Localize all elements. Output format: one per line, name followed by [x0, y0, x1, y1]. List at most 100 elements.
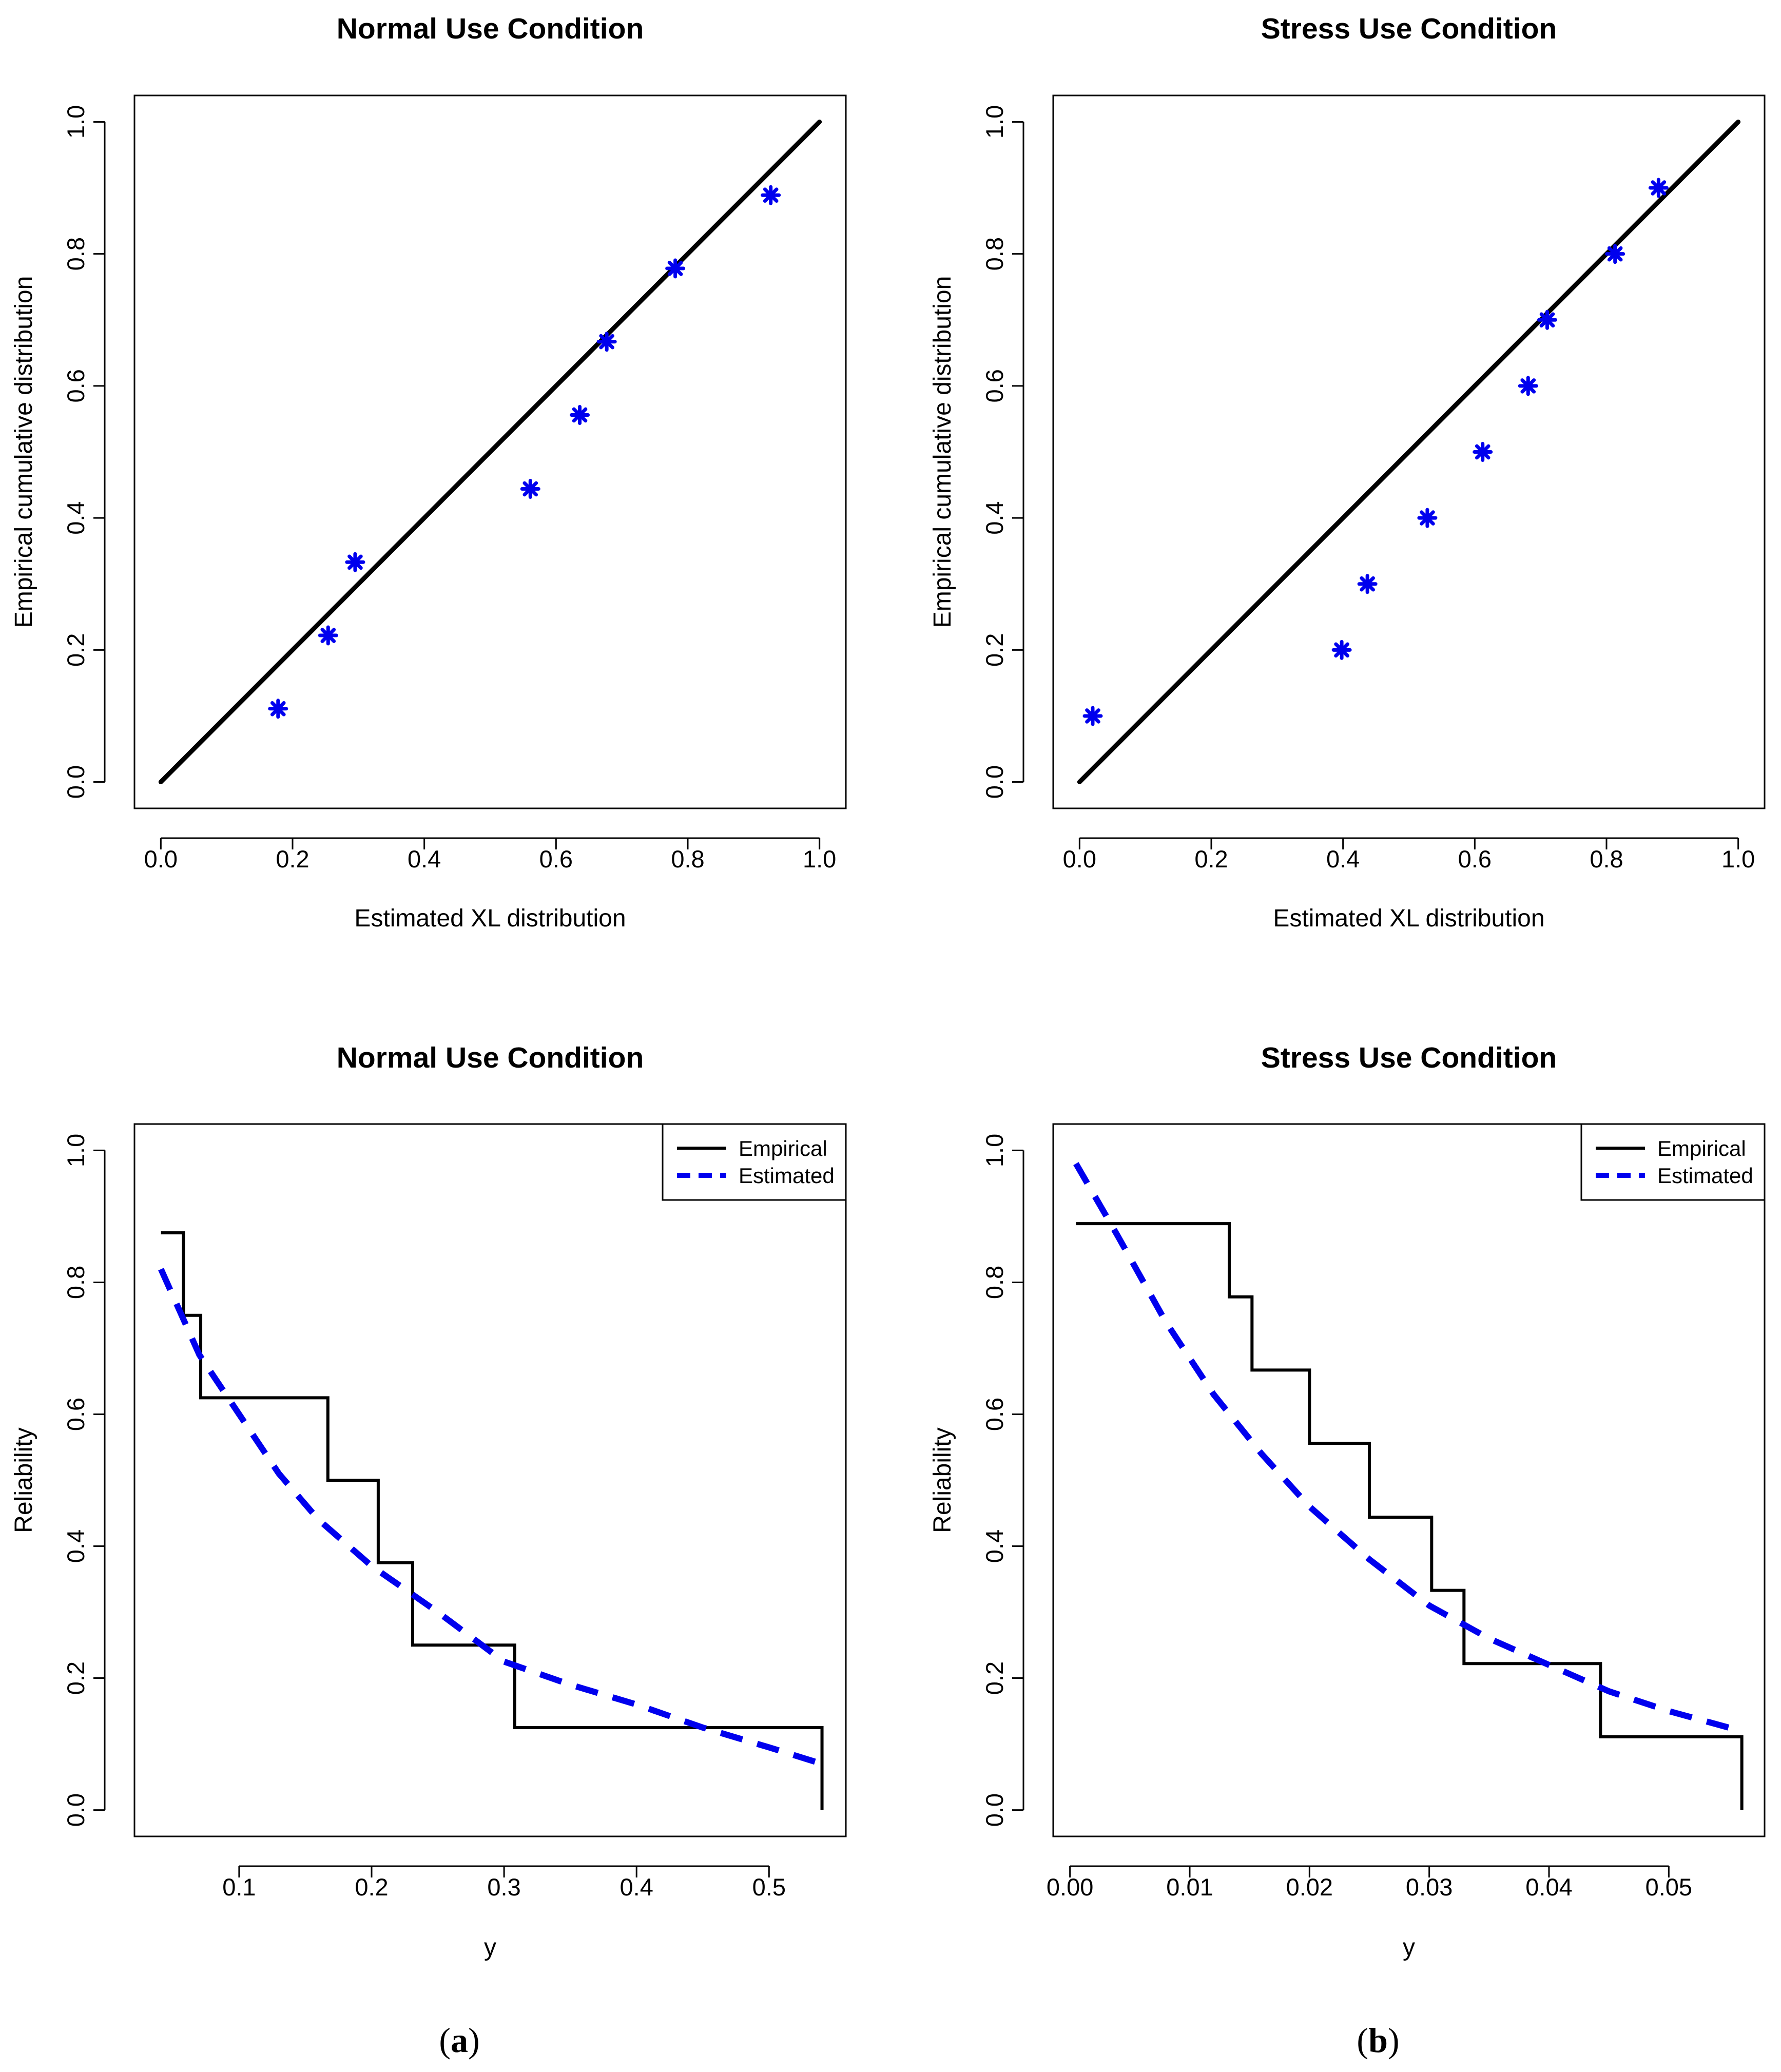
plot-frame: [133, 1123, 847, 1837]
x-tick-label: 0.4: [620, 1873, 653, 1901]
data-point: [1518, 376, 1538, 396]
y-tick-label: 0.6: [981, 369, 1008, 402]
marker-center: [324, 632, 332, 640]
y-tick-label: 0.2: [62, 633, 89, 667]
data-point: [268, 699, 288, 719]
data-point: [665, 258, 686, 279]
x-tick-label: 0.01: [1166, 1873, 1213, 1901]
data-point: [1082, 706, 1103, 726]
marker-center: [1524, 382, 1532, 390]
x-tick-label: 0.6: [1458, 845, 1492, 873]
y-tick-label: 0.2: [981, 1661, 1008, 1695]
y-tick-label: 0.2: [981, 633, 1008, 667]
panel-bottom-right: Stress Use Condition 0.00 0.01 0.02 0.03 0.04…: [929, 1041, 1766, 1961]
y-tick-label: 0.4: [62, 1529, 89, 1563]
panel-top-left: Normal Use Condition 0.0 0.2 0.4 0.6 0.8 1.0 0.…: [10, 12, 847, 932]
data-point: [1648, 178, 1669, 198]
data-point: [596, 332, 617, 352]
x-axis-label: y: [484, 1934, 496, 1961]
chart-title: Normal Use Condition: [337, 12, 644, 45]
y-tick-label: 1.0: [62, 105, 89, 139]
x-tick-label: 0.03: [1406, 1873, 1453, 1901]
x-tick-label: 0.4: [1326, 845, 1360, 873]
x-tick-label: 0.5: [752, 1873, 786, 1901]
y-tick-label: 0.6: [62, 1398, 89, 1431]
marker-center: [351, 558, 359, 566]
x-tick-label: 0.0: [1063, 845, 1096, 873]
data-point: [1605, 244, 1625, 264]
y-axis-label: Empirical cumulative distribution: [10, 276, 37, 628]
series-empirical-line: [161, 1231, 824, 1810]
data-point: [520, 479, 540, 499]
legend-label-empirical: Empirical: [739, 1136, 827, 1160]
x-tick-label: 0.0: [144, 845, 178, 873]
marker-center: [767, 191, 775, 199]
y-axis-label: Empirical cumulative distribution: [929, 276, 956, 628]
data-point: [1357, 574, 1378, 594]
marker-center: [671, 264, 679, 272]
y-tick-label: 0.0: [981, 1793, 1008, 1827]
marker-center: [1364, 580, 1371, 588]
y-tick-label: 0.2: [62, 1661, 89, 1695]
x-tick-label: 0.00: [1047, 1873, 1093, 1901]
y-axis-label: Reliability: [929, 1427, 956, 1533]
plot-frame: [133, 94, 847, 809]
marker-center: [1543, 316, 1551, 324]
y-axis-label: Reliability: [10, 1427, 37, 1533]
x-tick-label: 0.2: [276, 845, 309, 873]
chart-title: Normal Use Condition: [337, 1041, 644, 1074]
data-point: [1473, 442, 1493, 462]
y-tick-label: 0.8: [981, 1266, 1008, 1299]
data-point: [1331, 640, 1352, 660]
marker-center: [1655, 184, 1662, 192]
y-tick-label: 0.4: [62, 501, 89, 534]
y-tick-label: 0.0: [62, 765, 89, 799]
data-point: [570, 404, 590, 425]
x-tick-label: 0.05: [1646, 1873, 1692, 1901]
y-tick-label: 0.0: [62, 1793, 89, 1827]
reference-line: [158, 119, 822, 785]
plot-frame: [1052, 94, 1766, 809]
marker-center: [603, 338, 611, 345]
y-tick-label: 0.0: [981, 765, 1008, 799]
x-tick-label: 0.8: [1590, 845, 1623, 873]
x-tick-label: 1.0: [1721, 845, 1755, 873]
marker-center: [1479, 448, 1486, 456]
panel-top-right: Stress Use Condition 0.0 0.2 0.4 0.6 0.8 1.0 0.…: [929, 12, 1766, 932]
y-tick-label: 0.4: [981, 1529, 1008, 1563]
series-estimated-line: [1073, 1162, 1741, 1734]
marker-center: [274, 705, 282, 712]
y-tick-label: 1.0: [981, 1134, 1008, 1167]
x-tick-label: 0.04: [1525, 1873, 1572, 1901]
y-tick-label: 0.8: [981, 237, 1008, 270]
x-tick-label: 0.2: [1194, 845, 1228, 873]
marker-center: [576, 411, 584, 419]
x-axis-label: Estimated XL distribution: [354, 905, 626, 932]
plot-frame: [1052, 1123, 1766, 1837]
legend: Empirical Estimated: [1580, 1123, 1766, 1201]
y-tick-label: 1.0: [62, 1134, 89, 1167]
x-tick-label: 0.6: [539, 845, 573, 873]
data-point: [761, 185, 781, 205]
caption-right: (b): [1357, 2021, 1399, 2060]
x-tick-label: 0.1: [222, 1873, 256, 1901]
x-axis-label: Estimated XL distribution: [1273, 905, 1544, 932]
legend-box: [1580, 1123, 1766, 1201]
legend-box: [662, 1123, 847, 1201]
data-point: [345, 552, 365, 572]
series-estimated-line: [158, 1268, 823, 1767]
legend-label-estimated: Estimated: [739, 1164, 835, 1188]
y-tick-label: 1.0: [981, 105, 1008, 139]
legend-label-empirical: Empirical: [1657, 1136, 1746, 1160]
x-tick-label: 0.02: [1286, 1873, 1333, 1901]
reference-line: [1077, 119, 1741, 785]
y-tick-label: 0.6: [981, 1398, 1008, 1431]
data-point: [1417, 508, 1438, 528]
x-tick-label: 1.0: [803, 845, 836, 873]
marker-center: [1423, 514, 1431, 522]
x-axis-label: y: [1403, 1934, 1415, 1961]
data-point: [318, 625, 338, 646]
chart-title: Stress Use Condition: [1261, 12, 1557, 45]
x-tick-label: 0.2: [355, 1873, 388, 1901]
